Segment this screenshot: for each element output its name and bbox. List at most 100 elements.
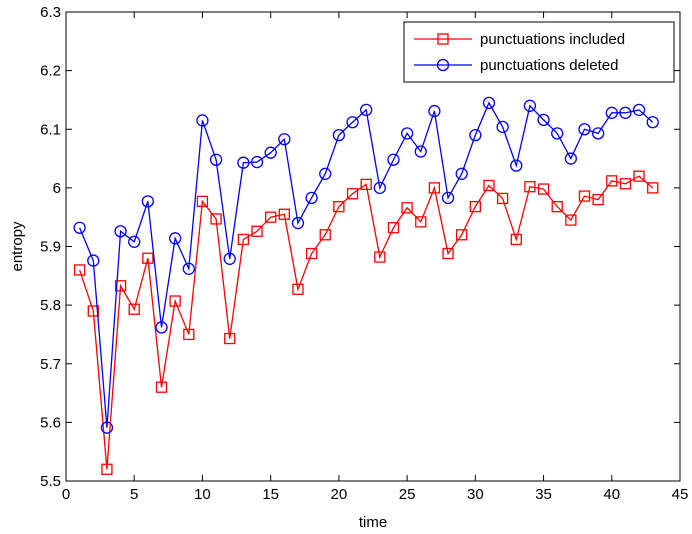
- y-tick-label: 5.6: [40, 414, 61, 431]
- data-point: [564, 152, 577, 165]
- data-point: [578, 123, 591, 136]
- y-tick-label: 6.2: [40, 63, 61, 80]
- data-point: [360, 103, 373, 117]
- legend-box: [403, 21, 675, 83]
- data-point: [551, 127, 564, 140]
- data-point: [101, 463, 113, 475]
- data-point: [565, 214, 577, 226]
- data-point: [482, 96, 496, 110]
- data-point: [264, 146, 277, 159]
- data-point: [73, 221, 86, 234]
- data-point: [305, 191, 318, 204]
- data-point: [100, 421, 114, 434]
- data-point: [400, 127, 414, 140]
- data-point: [442, 247, 454, 260]
- data-point: [182, 262, 195, 275]
- data-point: [510, 233, 522, 246]
- data-point: [142, 252, 154, 264]
- x-tick-label: 40: [603, 486, 620, 503]
- series-line: [79, 175, 654, 470]
- data-point: [196, 114, 209, 127]
- data-point: [319, 167, 332, 180]
- data-point: [591, 127, 605, 140]
- series-1: [73, 170, 659, 475]
- data-point: [223, 252, 236, 265]
- data-point: [155, 321, 168, 334]
- data-point: [183, 328, 195, 341]
- data-point: [250, 155, 264, 169]
- data-point: [278, 133, 291, 146]
- x-axis-label: time: [359, 514, 387, 531]
- legend-item: punctuations included: [414, 31, 625, 48]
- data-point: [374, 251, 386, 263]
- data-point: [251, 225, 263, 237]
- data-point: [114, 280, 127, 292]
- x-tick-label: 25: [399, 486, 416, 503]
- data-point: [483, 179, 495, 192]
- y-tick-label: 5.9: [40, 239, 61, 256]
- data-point: [141, 195, 155, 208]
- data-point: [647, 182, 659, 194]
- y-tick-label: 5.7: [40, 356, 61, 373]
- x-tick-label: 0: [62, 486, 70, 503]
- data-point: [128, 235, 141, 248]
- data-point: [537, 183, 550, 195]
- plot-frame: [65, 11, 681, 482]
- data-point: [523, 99, 537, 112]
- data-point: [428, 104, 441, 118]
- data-point: [496, 120, 509, 134]
- data-point: [114, 225, 127, 238]
- data-point: [387, 153, 400, 166]
- data-point: [401, 202, 413, 214]
- data-point: [537, 113, 550, 127]
- y-axis-label: entropy: [9, 221, 26, 272]
- data-point: [333, 200, 345, 213]
- axis-ticks: 0 5 10 15 20 25 30 35 40 45 5.5 5.6 5.7 5.8 5.9 6 6.1 6.2…: [40, 4, 688, 503]
- data-point: [592, 193, 604, 206]
- data-point: [387, 222, 400, 234]
- data-point: [237, 233, 250, 246]
- y-tick-label: 5.8: [40, 297, 61, 314]
- data-point: [646, 116, 659, 129]
- data-point: [169, 295, 181, 307]
- x-tick-label: 10: [194, 486, 211, 503]
- data-point: [292, 283, 304, 295]
- data-point: [237, 156, 250, 169]
- data-point: [456, 229, 468, 241]
- legend: punctuations included punctuations delete…: [403, 21, 675, 83]
- data-point: [606, 175, 618, 187]
- data-point: [87, 305, 99, 317]
- data-point: [196, 195, 209, 208]
- x-tick-label: 5: [130, 486, 138, 503]
- legend-marker: [436, 58, 450, 72]
- x-tick-label: 20: [331, 486, 348, 503]
- data-point: [291, 216, 305, 230]
- data-point: [128, 303, 140, 315]
- data-point: [428, 182, 441, 194]
- data-point: [496, 192, 509, 205]
- data-point: [73, 264, 86, 276]
- data-point: [209, 153, 223, 166]
- legend-marker: [437, 33, 449, 45]
- x-tick-label: 30: [467, 486, 484, 503]
- data-point: [469, 128, 482, 142]
- data-point: [332, 128, 346, 142]
- data-point: [578, 190, 591, 202]
- y-tick-label: 6: [53, 180, 61, 197]
- data-point: [414, 145, 427, 158]
- data-point: [415, 216, 427, 228]
- data-point: [265, 211, 277, 223]
- data-point: [224, 332, 236, 345]
- data-point: [155, 381, 168, 393]
- legend-item: punctuations deleted: [414, 57, 618, 74]
- y-tick-label: 5.5: [40, 473, 61, 490]
- data-point: [441, 191, 455, 204]
- data-point: [524, 181, 536, 193]
- y-tick-label: 6.3: [40, 4, 61, 21]
- data-point: [360, 178, 372, 191]
- data-point: [278, 208, 290, 220]
- data-point: [455, 167, 468, 180]
- data-point: [305, 247, 318, 260]
- x-tick-label: 45: [672, 486, 689, 503]
